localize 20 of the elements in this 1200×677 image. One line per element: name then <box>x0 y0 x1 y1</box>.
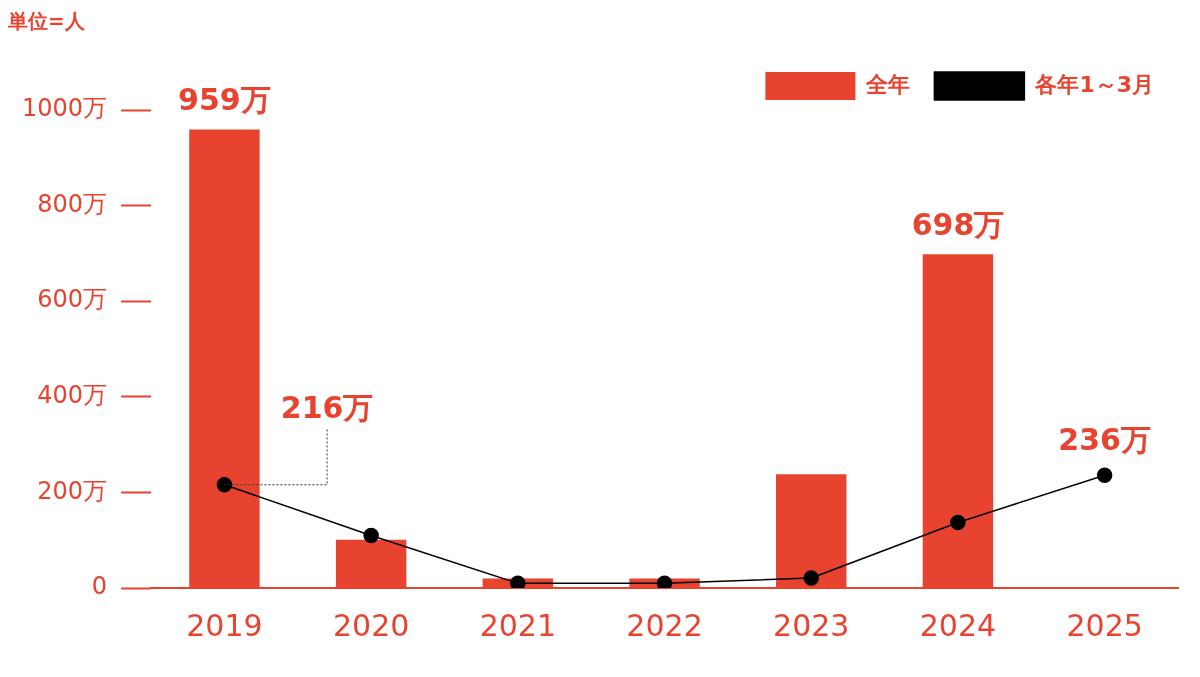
y-tick-label: 800万 <box>37 189 108 218</box>
x-tick-label: 2021 <box>479 607 557 643</box>
y-tick-label: 200万 <box>37 476 108 505</box>
y-tick-label: 600万 <box>37 285 108 314</box>
x-tick-label: 2022 <box>626 607 703 643</box>
data-label: 216万 <box>280 389 374 425</box>
data-label: 698万 <box>911 207 1005 243</box>
y-tick-label: 1000万 <box>22 94 108 123</box>
x-tick-label: 2019 <box>186 607 263 643</box>
x-tick-label: 2020 <box>332 607 410 643</box>
legend-label: 全年 <box>865 71 911 97</box>
y-axis-title: 単位=人 <box>8 8 86 35</box>
legend-label: 各年1～3月 <box>1034 71 1155 97</box>
data-label: 236万 <box>1058 421 1151 457</box>
x-tick-label: 2024 <box>919 607 997 643</box>
x-tick-label: 2023 <box>773 607 850 643</box>
data-label: 959万 <box>178 82 271 118</box>
y-tick-label: 400万 <box>37 381 108 410</box>
x-tick-label: 2025 <box>1066 607 1143 643</box>
y-tick-label: 0 <box>91 572 108 601</box>
